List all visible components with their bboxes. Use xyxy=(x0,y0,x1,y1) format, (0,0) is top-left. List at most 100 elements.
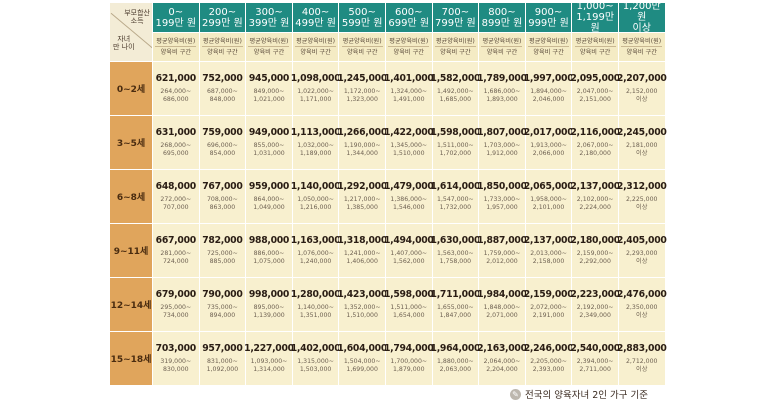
cost-range-value: 1,504,000~ 1,699,000 xyxy=(343,358,381,373)
cost-range-value: 1,655,000~ 1,847,000 xyxy=(437,304,474,319)
table-cell: 998,000 895,000~ 1,139,000 xyxy=(246,278,292,331)
age-group-label: 6~8세 xyxy=(110,170,152,223)
table-cell: 1,711,000 1,655,000~ 1,847,000 xyxy=(431,278,480,331)
cost-range-value: 687,000~ 848,000 xyxy=(207,88,238,103)
column-subheader: 평균양육비(원) 양육비 구간 xyxy=(339,33,385,61)
table-cell: 1,794,000 1,700,000~ 1,879,000 xyxy=(384,332,434,385)
table-cell: 1,887,000 1,759,000~ 2,012,000 xyxy=(477,224,527,277)
cost-range-value: 708,000~ 863,000 xyxy=(207,196,238,211)
average-cost-value: 1,598,000 xyxy=(430,127,481,138)
cost-range-value: 849,000~ 1,021,000 xyxy=(253,88,285,103)
average-cost-value: 1,423,000 xyxy=(337,289,387,300)
table-cell: 1,984,000 1,848,000~ 2,071,000 xyxy=(477,278,527,331)
average-cost-value: 1,292,000 xyxy=(337,181,387,192)
table-cell: 1,402,000 1,315,000~ 1,503,000 xyxy=(290,332,341,385)
average-cost-value: 957,000 xyxy=(202,343,243,354)
average-cost-value: 2,137,000 xyxy=(570,181,620,192)
table-cell: 703,000 319,000~ 830,000 xyxy=(153,332,199,385)
average-cost-label: 평균양육비(원) xyxy=(295,38,337,47)
cost-range-value: 2,047,000~ 2,151,000 xyxy=(576,88,614,103)
average-cost-label: 평균양육비(원) xyxy=(528,38,570,47)
parent-income-text: 부모합산 소득 xyxy=(124,9,150,25)
cost-range-label: 양육비 구간 xyxy=(579,49,611,56)
average-cost-value: 648,000 xyxy=(155,181,197,192)
info-icon: ✎ xyxy=(509,388,521,400)
cost-range-value: 1,190,000~ 1,344,000 xyxy=(343,142,381,157)
table-cell: 1,614,000 1,547,000~ 1,732,000 xyxy=(431,170,480,223)
table-cell: 2,137,000 2,013,000~ 2,158,000 xyxy=(524,224,574,277)
average-cost-value: 1,401,000 xyxy=(383,73,434,84)
cost-range-value: 1,759,000~ 2,012,000 xyxy=(483,250,521,265)
table-cell: 2,116,000 2,067,000~ 2,180,000 xyxy=(570,116,620,169)
average-cost-value: 2,246,000 xyxy=(523,343,574,354)
table-cell: 949,000 855,000~ 1,031,000 xyxy=(246,116,292,169)
income-bracket-label: 900~ 999만 원 xyxy=(528,6,569,29)
cost-range-value: 1,345,000~ 1,510,000 xyxy=(390,142,428,157)
cost-range-value: 2,394,000~ 2,711,000 xyxy=(576,358,614,373)
table-cell: 957,000 831,000~ 1,092,000 xyxy=(199,332,246,385)
average-cost-label: 평균양육비(원) xyxy=(434,38,476,47)
table-cell: 767,000 708,000~ 863,000 xyxy=(199,170,246,223)
cost-range-value: 2,072,000~ 2,191,000 xyxy=(530,304,567,319)
column-subheader: 평균양육비(원) 양육비 구간 xyxy=(479,33,525,61)
cost-range-value: 2,013,000~ 2,158,000 xyxy=(530,250,567,265)
average-cost-value: 1,494,000 xyxy=(383,235,434,246)
cost-range-value: 1,703,000~ 1,912,000 xyxy=(483,142,521,157)
cost-range-value: 1,913,000~ 2,066,000 xyxy=(530,142,567,157)
average-cost-value: 1,789,000 xyxy=(477,73,527,84)
average-cost-value: 1,245,000 xyxy=(337,73,387,84)
cost-range-label: 양육비 구간 xyxy=(300,49,331,56)
table-cell: 2,540,000 2,394,000~ 2,711,000 xyxy=(570,332,620,385)
cost-range-value: 1,733,000~ 1,957,000 xyxy=(483,196,521,211)
average-cost-value: 1,227,000 xyxy=(244,343,294,354)
income-bracket-header: 700~ 799만 원 xyxy=(432,3,479,32)
average-cost-value: 2,163,000 xyxy=(477,343,527,354)
table-cell: 2,017,000 1,913,000~ 2,066,000 xyxy=(523,116,574,169)
cost-range-value: 2,067,000~ 2,180,000 xyxy=(576,142,614,157)
table-cell: 1,280,000 1,140,000~ 1,351,000 xyxy=(291,278,341,331)
age-group-label: 12~14세 xyxy=(110,278,152,331)
table-cell: 1,964,000 1,880,000~ 2,063,000 xyxy=(431,332,480,385)
income-bracket-label: 600~ 699만 원 xyxy=(388,6,430,29)
table-cell: 1,598,000 1,511,000~ 1,702,000 xyxy=(430,116,481,169)
table-cell: 1,098,000 1,022,000~ 1,171,000 xyxy=(291,62,341,115)
average-cost-value: 2,017,000 xyxy=(523,127,574,138)
average-cost-value: 2,065,000 xyxy=(523,181,574,192)
cost-range-value: 2,350,000 이상 xyxy=(625,304,658,319)
average-cost-value: 1,807,000 xyxy=(477,127,527,138)
cost-range-label: 양육비 구간 xyxy=(346,49,378,56)
table-cell: 759,000 696,000~ 854,000 xyxy=(199,116,246,169)
table-cell: 790,000 735,000~ 894,000 xyxy=(199,278,246,331)
table-cell: 1,423,000 1,352,000~ 1,510,000 xyxy=(337,278,387,331)
income-bracket-label: 1,200만 원 이상 xyxy=(622,1,661,34)
column-subheader: 평균양육비(원) 양육비 구간 xyxy=(572,33,618,61)
average-cost-value: 959,000 xyxy=(248,181,290,192)
table-cell: 1,850,000 1,733,000~ 1,957,000 xyxy=(477,170,527,223)
cost-range-value: 319,000~ 830,000 xyxy=(160,358,192,373)
cost-range-label: 양육비 구간 xyxy=(486,49,518,56)
cost-range-value: 1,140,000~ 1,351,000 xyxy=(297,304,334,319)
average-cost-label: 평균양육비(원) xyxy=(574,38,616,47)
average-cost-value: 2,245,000 xyxy=(616,127,667,138)
average-cost-value: 1,887,000 xyxy=(477,235,527,246)
table-cell: 1,789,000 1,686,000~ 1,893,000 xyxy=(477,62,527,115)
cost-range-value: 1,700,000~ 1,879,000 xyxy=(390,358,428,373)
table-cell: 1,997,000 1,894,000~ 2,046,000 xyxy=(524,62,574,115)
table-cell: 1,630,000 1,563,000~ 1,758,000 xyxy=(431,224,480,277)
cost-range-value: 735,000~ 894,000 xyxy=(207,304,238,319)
cost-range-value: 1,407,000~ 1,562,000 xyxy=(390,250,428,265)
table-cell: 1,807,000 1,703,000~ 1,912,000 xyxy=(477,116,527,169)
average-cost-value: 2,883,000 xyxy=(616,343,667,354)
average-cost-value: 1,163,000 xyxy=(290,235,341,246)
cost-range-value: 2,152,000 이상 xyxy=(625,88,658,103)
average-cost-value: 1,604,000 xyxy=(337,343,387,354)
cost-range-value: 1,093,000~ 1,314,000 xyxy=(250,358,288,373)
table-cell: 959,000 864,000~ 1,049,000 xyxy=(246,170,292,223)
cost-range-value: 725,000~ 885,000 xyxy=(207,250,238,265)
average-cost-value: 949,000 xyxy=(248,127,290,138)
income-bracket-header: 1,200만 원 이상 xyxy=(618,1,665,34)
footnote-text: 전국의 양육자녀 2인 가구 기준 xyxy=(524,390,648,401)
income-bracket-header: 1,000~ 1,199만 원 xyxy=(572,1,618,34)
table-cell: 2,312,000 2,225,000 이상 xyxy=(617,170,667,223)
average-cost-value: 1,402,000 xyxy=(290,343,341,354)
